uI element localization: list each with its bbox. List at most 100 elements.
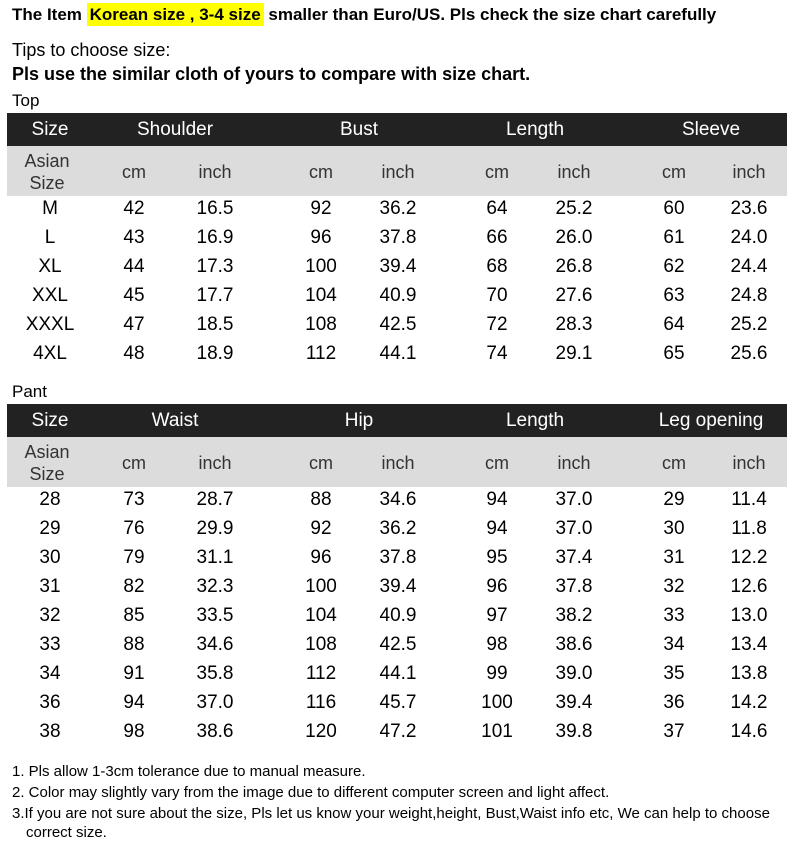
cell: 108	[305, 314, 337, 335]
cell: 60	[663, 198, 685, 219]
cell: 36	[663, 692, 685, 713]
cell: 34.6	[196, 634, 234, 655]
cell: 34	[663, 634, 685, 655]
cell: 38	[39, 721, 61, 742]
cell: 29.9	[196, 518, 234, 539]
cell: 112	[305, 663, 337, 684]
cell: 79	[123, 547, 145, 568]
cell: 16.5	[196, 198, 234, 219]
size-label: Asian Size	[24, 151, 70, 193]
cell: 116	[305, 692, 337, 713]
cell: 37.0	[555, 518, 593, 539]
cell: 28.7	[196, 489, 234, 510]
header-row	[7, 404, 787, 437]
cell: 29	[39, 518, 61, 539]
cell: 47	[123, 314, 145, 335]
cell: 44.1	[379, 343, 417, 364]
cell: 42	[123, 198, 145, 219]
column-header: Size	[31, 410, 69, 431]
cell: 100	[305, 576, 337, 597]
unit: inch	[381, 162, 415, 182]
cell: 12.2	[730, 547, 768, 568]
cell: 38.6	[555, 634, 593, 655]
cell: 14.6	[730, 721, 768, 742]
cell: 64	[663, 314, 685, 335]
cell: 45.7	[379, 692, 417, 713]
cell: 35.8	[196, 663, 234, 684]
unit: inch	[732, 453, 766, 473]
cell: 43	[123, 227, 145, 248]
cell: 76	[123, 518, 145, 539]
cell: 64	[486, 198, 508, 219]
cell: 96	[310, 227, 332, 248]
cell: 74	[486, 343, 508, 364]
cell: 31	[39, 576, 61, 597]
cell: 32.3	[196, 576, 234, 597]
note: 1. Pls allow 1-3cm tolerance due to manu…	[12, 763, 366, 780]
cell: 35	[663, 663, 685, 684]
cell: 29.1	[555, 343, 593, 364]
cell: 11.8	[731, 518, 767, 539]
cell: 13.0	[730, 605, 768, 626]
cell: 24.0	[730, 227, 768, 248]
unit: cm	[662, 453, 686, 473]
tips-instruction: Pls use the similar cloth of yours to co…	[12, 64, 531, 84]
cell: 13.4	[730, 634, 768, 655]
cell: 34	[39, 663, 61, 684]
unit: cm	[122, 162, 146, 182]
cell: 34.6	[379, 489, 417, 510]
cell: 95	[486, 547, 508, 568]
cell: 11.4	[731, 489, 767, 510]
cell: 4XL	[33, 343, 67, 364]
header-suffix: smaller than Euro/US. Pls check the size…	[263, 5, 717, 24]
cell: 104	[305, 285, 337, 306]
cell: 39.4	[379, 576, 417, 597]
size-label: Asian Size	[24, 442, 70, 484]
cell: 37	[663, 721, 685, 742]
cell: 96	[310, 547, 332, 568]
column-header: Hip	[344, 410, 374, 431]
cell: 39.4	[555, 692, 593, 713]
highlight: Korean size , 3-4 size	[86, 3, 264, 26]
cell: 14.2	[730, 692, 768, 713]
cell: M	[42, 198, 58, 219]
note: 2. Color may slightly vary from the imag…	[12, 784, 610, 801]
table-label: Top	[12, 91, 40, 110]
column-header: Size	[31, 119, 69, 140]
cell: 28	[39, 489, 61, 510]
cell: 37.4	[555, 547, 593, 568]
cell: 97	[486, 605, 508, 626]
header-row	[7, 113, 787, 146]
cell: 36.2	[379, 198, 417, 219]
cell: 37.0	[196, 692, 234, 713]
cell: 25.6	[730, 343, 768, 364]
header-prefix: The Item	[12, 5, 87, 24]
cell: 28.3	[555, 314, 593, 335]
column-header: Length	[505, 410, 565, 431]
cell: 27.6	[555, 285, 593, 306]
cell: 37.8	[379, 227, 417, 248]
cell: 47.2	[379, 721, 417, 742]
column-header: Waist	[151, 410, 199, 431]
cell: 29	[663, 489, 685, 510]
unit: cm	[309, 453, 333, 473]
cell: 26.8	[555, 256, 593, 277]
cell: 31.1	[196, 547, 234, 568]
cell: 70	[486, 285, 508, 306]
cell: 38.2	[555, 605, 593, 626]
cell: 100	[305, 256, 337, 277]
cell: 31	[663, 547, 685, 568]
unit: cm	[485, 162, 509, 182]
cell: XXL	[32, 285, 68, 306]
cell: 17.3	[196, 256, 234, 277]
cell: 94	[486, 518, 508, 539]
column-header: Leg opening	[658, 410, 764, 431]
cell: 25.2	[555, 198, 593, 219]
tips-title: Tips to choose size:	[12, 40, 171, 60]
cell: 99	[486, 663, 508, 684]
cell: 42.5	[379, 634, 417, 655]
cell: 39.8	[555, 721, 593, 742]
cell: 18.9	[196, 343, 234, 364]
cell: 92	[310, 198, 332, 219]
